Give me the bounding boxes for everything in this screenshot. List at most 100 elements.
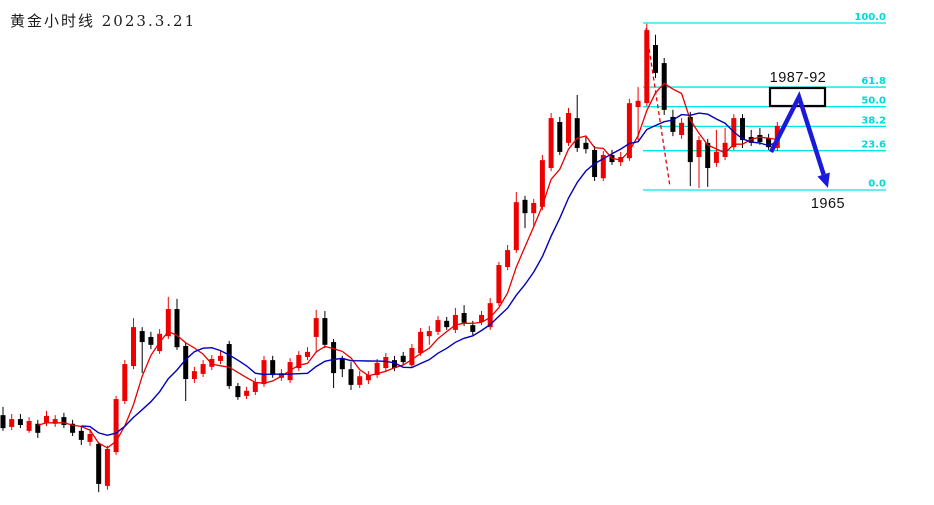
candle-body-up [209, 358, 215, 367]
candle-body-up [635, 100, 641, 108]
candle-body-up [513, 202, 519, 251]
candle-body-up [696, 140, 702, 157]
candle-body-up [679, 122, 685, 135]
candle-body-down [705, 142, 711, 168]
candle-body-up [626, 103, 632, 159]
fib-label-0: 0.0 [868, 179, 886, 190]
candle-body-up [644, 30, 650, 104]
annotation-layer [768, 86, 830, 188]
candle-body-up [365, 375, 371, 381]
candle-body-up [357, 376, 363, 385]
candle-body-up [131, 327, 136, 367]
candle-body-down [444, 320, 450, 328]
fib-label-61-8: 61.8 [861, 76, 886, 87]
candle-body-up [496, 265, 502, 304]
candle-body-up [200, 364, 206, 374]
candle-body-up [218, 355, 223, 361]
candle-body-up [566, 112, 571, 143]
candle-body-down [670, 116, 676, 132]
candle-body-up [531, 202, 537, 214]
candle-body-up [539, 160, 545, 207]
fib-guide-dashed-line [645, 28, 671, 187]
candle-body-up [374, 362, 380, 376]
ma-slow-line [81, 112, 778, 437]
target-price-label: 1965 [811, 196, 845, 212]
candle-body-up [383, 356, 389, 368]
candle-body-down [148, 336, 154, 345]
candle-body-up [426, 331, 432, 337]
fib-label-38-2: 38.2 [861, 115, 886, 126]
candle-body-down [557, 122, 563, 152]
candle-body-down [139, 331, 145, 343]
candle-body-up [104, 448, 110, 486]
candle-body-down [331, 342, 337, 374]
candle-body-down [661, 63, 667, 110]
candle-body-down [653, 45, 658, 73]
fib-retracement-lines [643, 22, 886, 191]
candle-body-up [305, 351, 310, 357]
candle-body-up [409, 347, 415, 366]
candle-body-up [452, 314, 458, 330]
candle-body-up [165, 309, 171, 337]
candle-body-up [52, 419, 58, 424]
candle-body-up [418, 331, 424, 354]
candle-body-up [722, 142, 728, 157]
candle-body-up [122, 364, 128, 402]
candle-body-down [270, 360, 276, 376]
candle-body-up [244, 390, 250, 396]
candle-body-up [191, 371, 197, 379]
candle-body-down [740, 118, 745, 141]
candle-body-down [687, 116, 693, 163]
candle-body-up [313, 318, 319, 337]
candle-body-down [461, 312, 467, 323]
candles-layer [0, 23, 780, 493]
candle-body-down [470, 325, 476, 332]
candle-body-down [17, 419, 23, 425]
candle-body-down [96, 443, 102, 484]
candle-body-up [252, 382, 258, 392]
candle-body-up [600, 155, 606, 179]
candle-body-down [348, 369, 354, 385]
projection-arrow-head [817, 172, 830, 188]
fib-level-labels: 100.0 61.8 50.0 38.2 23.6 0.0 [854, 12, 886, 190]
candle-body-up [9, 419, 15, 427]
candle-body-down [70, 423, 76, 433]
candle-body-down [0, 415, 6, 429]
candle-body-down [235, 386, 241, 398]
candle-body-up [713, 151, 719, 163]
moving-average-lines [37, 82, 778, 449]
candle-body-up [44, 415, 49, 424]
candle-body-down [400, 355, 406, 363]
candle-body-down [78, 430, 84, 440]
candle-body-up [487, 303, 493, 328]
candle-body-down [583, 142, 589, 150]
chart-title: 黄金小时线 2023.3.21 [10, 12, 196, 30]
candle-body-down [522, 199, 528, 214]
candle-body-up [435, 320, 441, 332]
candle-body-down [322, 318, 328, 345]
candle-body-up [113, 399, 119, 453]
candle-body-down [61, 417, 67, 425]
target-zone-label: 1987-92 [770, 70, 827, 86]
fib-label-23-6: 23.6 [861, 140, 886, 151]
candle-body-down [35, 423, 41, 433]
fib-guide-line [645, 28, 671, 187]
target-zone-box [768, 86, 827, 108]
candle-body-down [174, 309, 180, 348]
candle-body-up [548, 118, 554, 168]
candle-body-down [757, 134, 763, 143]
candle-body-down [766, 138, 772, 148]
candle-body-up [26, 421, 32, 431]
candle-body-up [87, 434, 93, 442]
candle-body-up [261, 360, 267, 385]
fib-label-50: 50.0 [861, 96, 886, 107]
candle-body-up [296, 355, 302, 368]
candle-body-down [226, 344, 232, 387]
candle-body-down [183, 345, 189, 379]
ma-fast-line [37, 82, 778, 449]
projection-arrow-shaft [768, 91, 826, 176]
candle-body-up [479, 314, 484, 323]
fib-label-100: 100.0 [854, 12, 886, 23]
